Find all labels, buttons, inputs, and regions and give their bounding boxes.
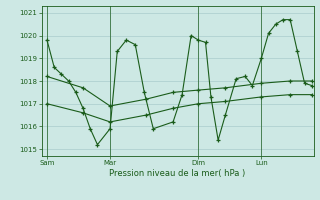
X-axis label: Pression niveau de la mer( hPa ): Pression niveau de la mer( hPa ) [109,169,246,178]
